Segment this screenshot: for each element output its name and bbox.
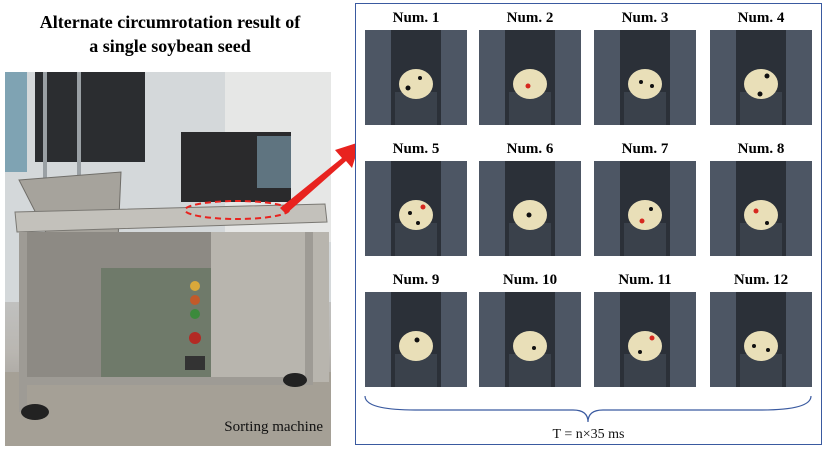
seed-icon [365, 161, 467, 256]
seed-image [710, 30, 812, 125]
seed-icon [594, 161, 696, 256]
seed-icon [479, 161, 581, 256]
seed-label: Num. 7 [621, 141, 669, 157]
sorting-machine-photo: Sorting machine [5, 72, 331, 446]
seed-image [479, 292, 581, 387]
seed-icon [710, 30, 812, 125]
seed-label: Num. 6 [506, 141, 554, 157]
seed-label: Num. 8 [737, 141, 785, 157]
seed-label: Num. 11 [618, 272, 672, 288]
seed-label: Num. 3 [621, 10, 669, 26]
seed-label: Num. 2 [506, 10, 554, 26]
photo-caption: Sorting machine [224, 419, 323, 435]
title-line-1: Alternate circumrotation result of [39, 12, 301, 32]
seed-icon [365, 30, 467, 125]
seed-label: Num. 5 [392, 141, 440, 157]
seed-image [710, 161, 812, 256]
seed-image [710, 292, 812, 387]
machine-illustration [5, 72, 331, 446]
seed-image [365, 30, 467, 125]
seed-icon [594, 292, 696, 387]
seed-image [479, 161, 581, 256]
seed-icon [594, 30, 696, 125]
seed-icon [479, 30, 581, 125]
period-formula: T = n×35 ms [552, 427, 625, 442]
figure-title: Alternate circumrotation result of a sin… [0, 10, 340, 58]
seed-label: Num. 12 [733, 272, 789, 288]
seed-image [365, 161, 467, 256]
seed-image [594, 30, 696, 125]
seed-image [365, 292, 467, 387]
seed-image [594, 292, 696, 387]
seed-image [479, 30, 581, 125]
seed-icon [479, 292, 581, 387]
seed-icon [710, 292, 812, 387]
seed-label: Num. 1 [392, 10, 440, 26]
brace-icon [364, 395, 812, 423]
seed-icon [710, 161, 812, 256]
seed-label: Num. 9 [392, 272, 440, 288]
seed-label: Num. 4 [737, 10, 785, 26]
title-line-2: a single soybean seed [89, 36, 251, 56]
seed-image [594, 161, 696, 256]
seed-label: Num. 10 [502, 272, 558, 288]
seed-icon [365, 292, 467, 387]
